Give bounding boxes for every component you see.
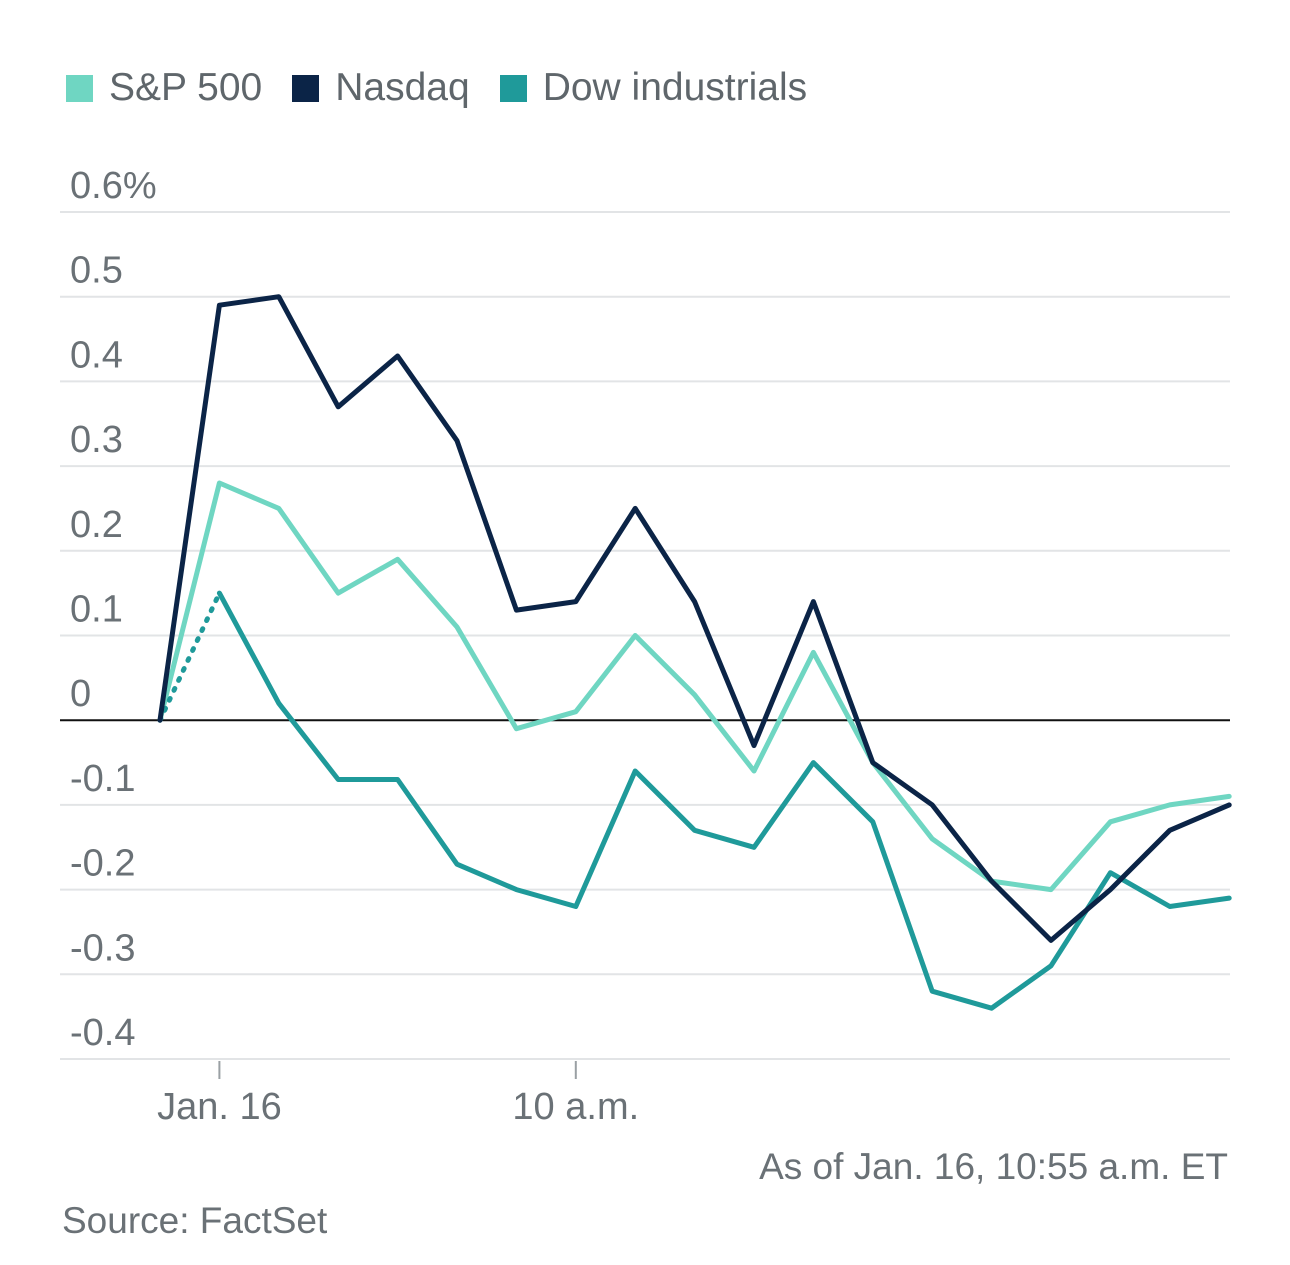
legend-label-dow: Dow industrials (542, 66, 808, 109)
legend-swatch-nasdaq (292, 74, 320, 102)
x-tick-label: 10 a.m. (512, 1086, 639, 1128)
y-tick-label: -0.1 (70, 758, 135, 800)
x-tick-label: Jan. 16 (157, 1086, 282, 1128)
legend-swatch-sp500 (66, 74, 93, 102)
y-tick-label: 0.2 (70, 504, 123, 546)
as-of-note: As of Jan. 16, 10:55 a.m. ET (759, 1146, 1228, 1187)
series-line-nasdaq (157, 294, 1232, 943)
source-note: Source: FactSet (62, 1200, 328, 1241)
y-tick-label: 0.4 (70, 334, 123, 376)
y-tick-label: 0.5 (70, 250, 123, 292)
legend-item-dow: Dow industrials (499, 66, 808, 110)
y-tick-label: 0 (70, 673, 91, 715)
series-line-s-p-500 (157, 480, 1232, 893)
legend-label-nasdaq: Nasdaq (335, 66, 470, 109)
y-tick-label: -0.2 (70, 843, 135, 885)
y-tick-label: 0.3 (70, 419, 123, 461)
legend-item-nasdaq: Nasdaq (292, 66, 470, 110)
y-tick-label: -0.3 (70, 927, 135, 969)
legend-item-sp500: S&P 500 (66, 66, 262, 110)
y-tick-label: 0.6% (70, 165, 157, 207)
legend-label-sp500: S&P 500 (109, 66, 263, 109)
y-tick-label: 0.1 (70, 589, 123, 631)
y-tick-label: -0.4 (70, 1012, 135, 1054)
legend-swatch-dow (499, 74, 527, 102)
legend: S&P 500 Nasdaq Dow industrials (66, 66, 837, 110)
series-line-dow-industrials (216, 590, 1232, 1011)
series-line-dow-dotted (157, 590, 222, 723)
